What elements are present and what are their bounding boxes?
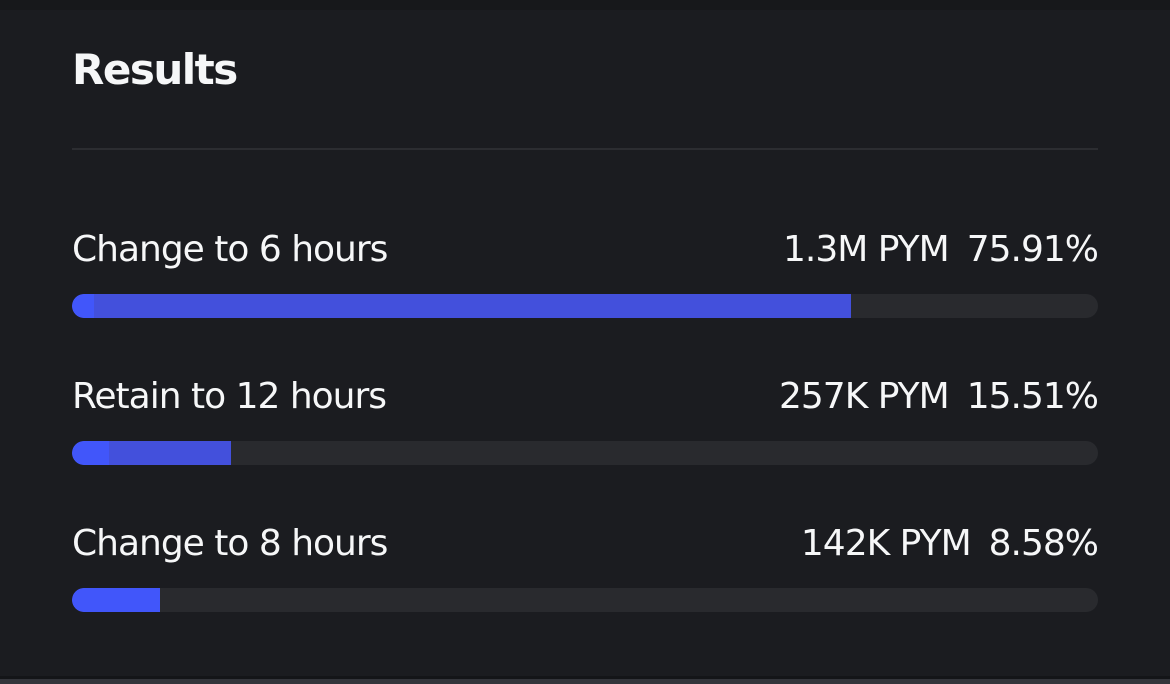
option-label: Change to 6 hours	[72, 229, 388, 270]
option-label: Change to 8 hours	[72, 523, 388, 564]
header-divider	[72, 148, 1098, 150]
option-line: Change to 6 hours 1.3M PYM 75.91%	[72, 228, 1099, 272]
progress-bar-highlight	[72, 441, 109, 465]
poll-option-change-8-hours[interactable]: Change to 8 hours 142K PYM 8.58%	[72, 522, 1099, 612]
progress-bar-highlight	[72, 588, 160, 612]
option-percent: 15.51%	[966, 376, 1099, 417]
option-percent: 8.58%	[988, 523, 1099, 564]
top-strip	[0, 0, 1170, 10]
progress-bar-track	[72, 294, 1098, 318]
option-values: 257K PYM 15.51%	[778, 375, 1099, 419]
poll-option-change-6-hours[interactable]: Change to 6 hours 1.3M PYM 75.91%	[72, 228, 1099, 318]
page-title: Results	[72, 45, 238, 94]
progress-bar-fill	[72, 294, 851, 318]
option-values: 142K PYM 8.58%	[800, 522, 1099, 566]
poll-option-retain-12-hours[interactable]: Retain to 12 hours 257K PYM 15.51%	[72, 375, 1099, 465]
option-amount: 257K PYM	[778, 376, 950, 417]
option-line: Retain to 12 hours 257K PYM 15.51%	[72, 375, 1099, 419]
option-label: Retain to 12 hours	[72, 376, 387, 417]
progress-bar-track	[72, 588, 1098, 612]
option-amount: 1.3M PYM	[782, 229, 950, 270]
progress-bar-track	[72, 441, 1098, 465]
option-line: Change to 8 hours 142K PYM 8.58%	[72, 522, 1099, 566]
results-panel: Results Change to 6 hours 1.3M PYM 75.91…	[0, 44, 1170, 612]
progress-bar-highlight	[72, 294, 94, 318]
option-amount: 142K PYM	[800, 523, 972, 564]
option-percent: 75.91%	[966, 229, 1099, 270]
bottom-section-edge	[0, 676, 1170, 684]
option-values: 1.3M PYM 75.91%	[782, 228, 1099, 272]
